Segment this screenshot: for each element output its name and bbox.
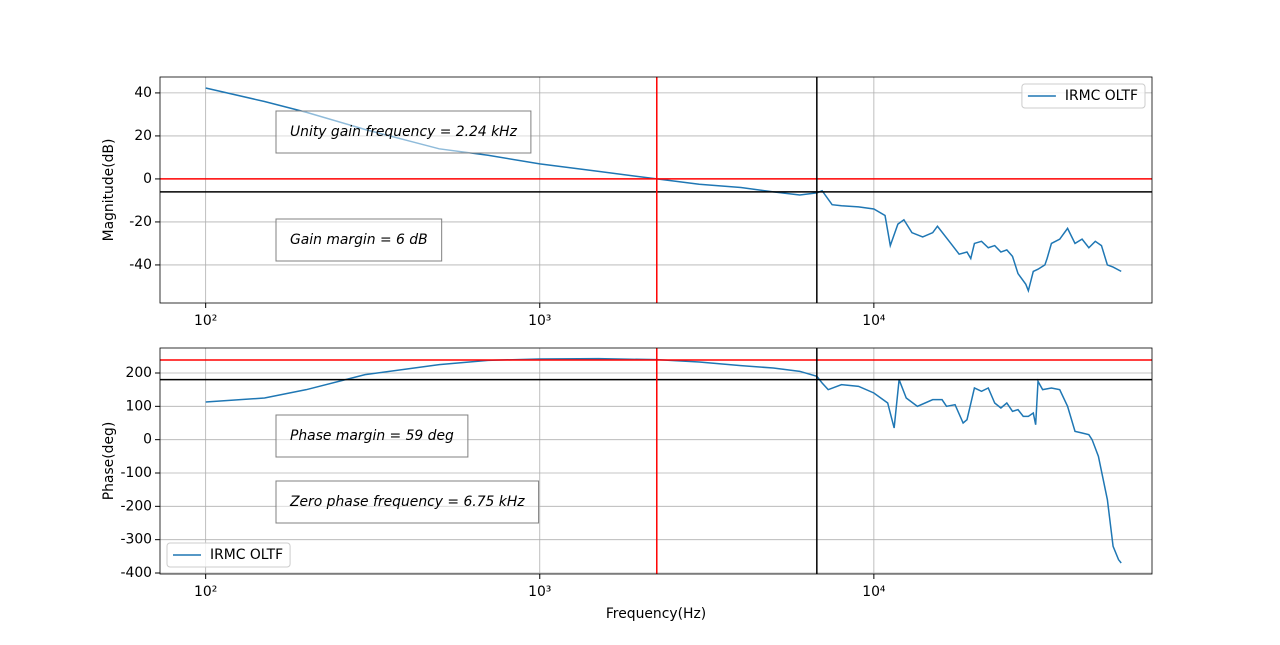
legend: IRMC OLTF bbox=[1021, 83, 1146, 109]
y-tick-label: -400 bbox=[120, 565, 152, 581]
plot-area bbox=[160, 77, 1152, 303]
annotation: Gain margin = 6 dB bbox=[290, 232, 428, 248]
x-tick-label: 10⁴ bbox=[862, 313, 886, 329]
y-axis-label: Magnitude(dB) bbox=[101, 139, 117, 242]
y-tick-label: 0 bbox=[143, 432, 152, 448]
annotation-box bbox=[275, 480, 540, 524]
plot-area bbox=[160, 348, 1152, 574]
annotation-box bbox=[275, 218, 443, 262]
legend-frame bbox=[1021, 83, 1146, 109]
annotation: Zero phase frequency = 6.75 kHz bbox=[289, 494, 525, 510]
y-tick-label: 0 bbox=[143, 171, 152, 187]
x-tick-label: 10³ bbox=[528, 584, 551, 600]
y-tick-label: -20 bbox=[129, 214, 152, 230]
legend-frame bbox=[166, 542, 291, 568]
y-tick-label: -100 bbox=[120, 465, 152, 481]
x-tick-label: 10⁴ bbox=[862, 584, 886, 600]
legend-label: IRMC OLTF bbox=[210, 547, 283, 563]
x-tick-label: 10³ bbox=[528, 313, 551, 329]
data-line bbox=[205, 357, 1122, 564]
y-tick-label: -40 bbox=[129, 257, 152, 273]
annotation-box bbox=[275, 414, 469, 458]
annotation: Phase margin = 59 deg bbox=[290, 428, 454, 444]
y-tick-label: 40 bbox=[134, 85, 152, 101]
x-axis-label: Frequency(Hz) bbox=[606, 606, 706, 622]
legend: IRMC OLTF bbox=[166, 542, 291, 568]
axes: 10² 10³ 10⁴ -400 -300 -200 -100 0 100 200 Phase ma… bbox=[101, 347, 1153, 622]
y-tick-label: -300 bbox=[120, 532, 152, 548]
axes: 10² 10³ 10⁴ -40 -20 0 20 40 Unity gain frequency… bbox=[101, 76, 1153, 329]
legend-label: IRMC OLTF bbox=[1065, 88, 1138, 104]
y-tick-label: 100 bbox=[125, 398, 152, 414]
annotation-box bbox=[275, 110, 532, 154]
axes-frame bbox=[159, 347, 1153, 575]
x-tick-label: 10² bbox=[194, 584, 217, 600]
y-tick-label: -200 bbox=[120, 498, 152, 514]
axes-frame bbox=[159, 76, 1153, 304]
data-line bbox=[205, 87, 1122, 294]
y-axis-label: Phase(deg) bbox=[101, 422, 117, 501]
y-tick-label: 20 bbox=[134, 128, 152, 144]
annotation: Unity gain frequency = 2.24 kHz bbox=[290, 124, 518, 140]
x-tick-label: 10² bbox=[194, 313, 217, 329]
y-tick-label: 200 bbox=[125, 365, 152, 381]
